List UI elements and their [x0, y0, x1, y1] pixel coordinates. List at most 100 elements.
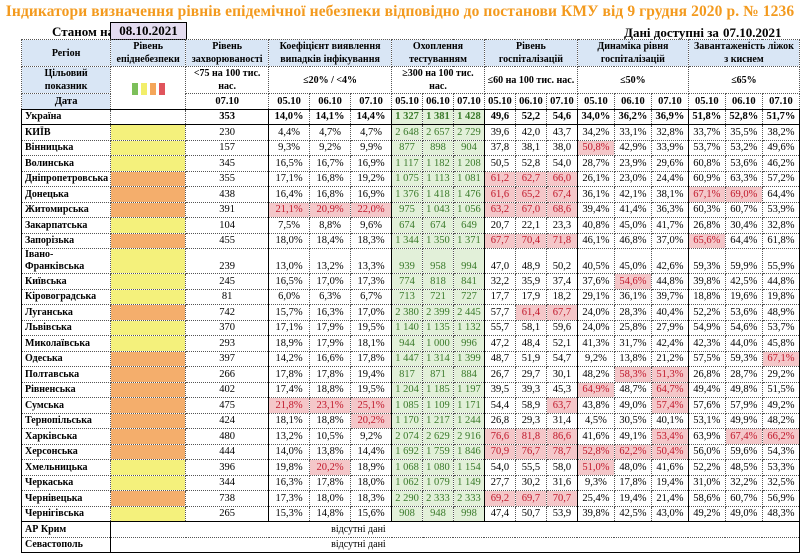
- danger-level-cell: [110, 288, 187, 305]
- det-cell: 17,3%: [268, 490, 311, 507]
- test-cell: 1 197: [452, 381, 485, 398]
- test-cell: 2 290: [391, 490, 423, 507]
- det-cell: 16,8%: [309, 186, 352, 203]
- region-name: Харківська: [20, 428, 112, 445]
- test-cell: 975: [391, 201, 423, 218]
- dyn-cell: 27,9%: [650, 319, 689, 336]
- hosp-cell: 47,0: [483, 248, 516, 274]
- hosp-cell: 69,2: [483, 490, 516, 507]
- test-cell: 998: [452, 505, 485, 522]
- det-cell: 14,4%: [350, 443, 393, 460]
- oxy-cell: 53,2%: [724, 139, 763, 156]
- hosp-cell: 29,7: [514, 366, 547, 383]
- test-cell: 721: [422, 288, 454, 305]
- danger-level-cell: [110, 459, 187, 476]
- det-cell: 17,8%: [268, 366, 311, 383]
- test-cell: 649: [452, 217, 485, 234]
- test-cell: 727: [452, 288, 485, 305]
- table-row: Дніпропетровська 355 17,1% 16,8% 19,2% 1 075 1…: [20, 170, 800, 187]
- test-cell: 1 149: [452, 474, 485, 491]
- test-cell: 1 075: [391, 170, 423, 187]
- region-name: Вінницька: [20, 139, 112, 156]
- hosp-cell: 18,2: [545, 288, 578, 305]
- table-row: Київська 245 16,5% 17,0% 17,3% 774 818 841 32,2 3…: [20, 273, 800, 290]
- oxy-cell: 32,5%: [761, 474, 800, 491]
- hosp-cell: 22,1: [514, 217, 547, 234]
- oxy-cell: 32,8%: [761, 217, 800, 234]
- dyn-cell: 46,1%: [576, 232, 615, 249]
- test-cell: 958: [422, 248, 454, 274]
- dyn-cell: 51,0%: [576, 459, 615, 476]
- incidence-cell: 265: [185, 505, 270, 522]
- det-cell: 8,8%: [309, 217, 352, 234]
- oxy-cell: 49,9%: [724, 412, 763, 429]
- dyn-cell: 42,5%: [613, 505, 652, 522]
- test-cell: 817: [391, 366, 423, 383]
- hosp-cell: 58,9: [514, 397, 547, 414]
- dyn-cell: 39,8%: [576, 505, 615, 522]
- region-name: Тернопільська: [20, 412, 112, 429]
- table-row: Хмельницька 396 19,8% 20,2% 18,9% 1 068 1 080 1…: [20, 459, 800, 476]
- data-available: Дані доступні за 07.10.2021: [620, 25, 781, 41]
- header-oxygen-beds: Завантаженість ліжок з киснем: [687, 39, 800, 67]
- level-legend: #7cbf5a#f2ee6a#f4a65a#e0545c: [110, 66, 187, 110]
- dyn-cell: 13,8%: [613, 350, 652, 367]
- hosp-cell: 51,9: [514, 350, 547, 367]
- level-legend-swatch: #f4a65a: [149, 83, 156, 96]
- table-row: Миколаївська 293 18,9% 17,9% 18,1% 944 1 000 99…: [20, 335, 800, 352]
- region-name: Україна: [20, 108, 112, 125]
- date-hosp-0: 05.10: [483, 93, 516, 110]
- det-cell: 19,4%: [350, 366, 393, 383]
- det-cell: 16,5%: [268, 155, 311, 172]
- dyn-cell: 41,6%: [650, 459, 689, 476]
- danger-level-cell: [110, 443, 187, 460]
- hosp-cell: 35,9: [514, 273, 547, 290]
- dyn-cell: 49,1%: [613, 428, 652, 445]
- dyn-cell: 41,6%: [576, 428, 615, 445]
- hosp-cell: 47,4: [483, 505, 516, 522]
- hosp-cell: 54,0: [483, 459, 516, 476]
- dyn-cell: 25,4%: [576, 490, 615, 507]
- table-row-missing: АР Крим відсутні дані: [20, 521, 800, 538]
- hosp-cell: 70,9: [483, 443, 516, 460]
- danger-level-cell: [110, 412, 187, 429]
- det-cell: 13,3%: [350, 248, 393, 274]
- header-region: Регіон: [20, 39, 112, 67]
- danger-level-cell: [110, 397, 187, 414]
- det-cell: 6,3%: [309, 288, 352, 305]
- test-cell: 1 344: [391, 232, 423, 249]
- oxy-cell: 18,8%: [687, 288, 726, 305]
- date-oxy-2: 07.10: [761, 93, 800, 110]
- oxy-cell: 31,0%: [687, 474, 726, 491]
- dyn-cell: 28,7%: [576, 155, 615, 172]
- date-incidence: 07.10: [185, 93, 270, 110]
- test-cell: 2 399: [422, 304, 454, 321]
- oxy-cell: 59,3%: [687, 248, 726, 274]
- dyn-cell: 41,7%: [650, 217, 689, 234]
- oxy-cell: 67,1%: [687, 186, 726, 203]
- danger-level-cell: [110, 505, 187, 522]
- oxy-cell: 56,0%: [687, 443, 726, 460]
- hosp-cell: 32,2: [483, 273, 516, 290]
- hosp-cell: 29,3: [514, 412, 547, 429]
- test-cell: 871: [422, 366, 454, 383]
- test-cell: 1 117: [391, 155, 423, 172]
- hosp-cell: 53,9: [545, 505, 578, 522]
- hosp-cell: 67,0: [514, 201, 547, 218]
- oxy-cell: 46,2%: [761, 155, 800, 172]
- dyn-cell: 42,9%: [613, 139, 652, 156]
- oxy-cell: 26,8%: [687, 217, 726, 234]
- oxy-cell: 60,3%: [687, 201, 726, 218]
- det-cell: 17,8%: [350, 350, 393, 367]
- test-cell: 1 113: [422, 170, 454, 187]
- table-row: Івано-Франківська 239 13,0% 13,2% 13,3% 939 95…: [20, 248, 800, 274]
- det-cell: 4,7%: [350, 124, 393, 141]
- oxy-cell: 57,6%: [687, 397, 726, 414]
- det-cell: 18,9%: [268, 335, 311, 352]
- oxy-cell: 53,6%: [724, 155, 763, 172]
- incidence-cell: 266: [185, 366, 270, 383]
- region-name: Севастополь: [20, 536, 112, 553]
- date-detection-2: 07.10: [350, 93, 393, 110]
- hosp-cell: 39,5: [483, 381, 516, 398]
- incidence-cell: 345: [185, 155, 270, 172]
